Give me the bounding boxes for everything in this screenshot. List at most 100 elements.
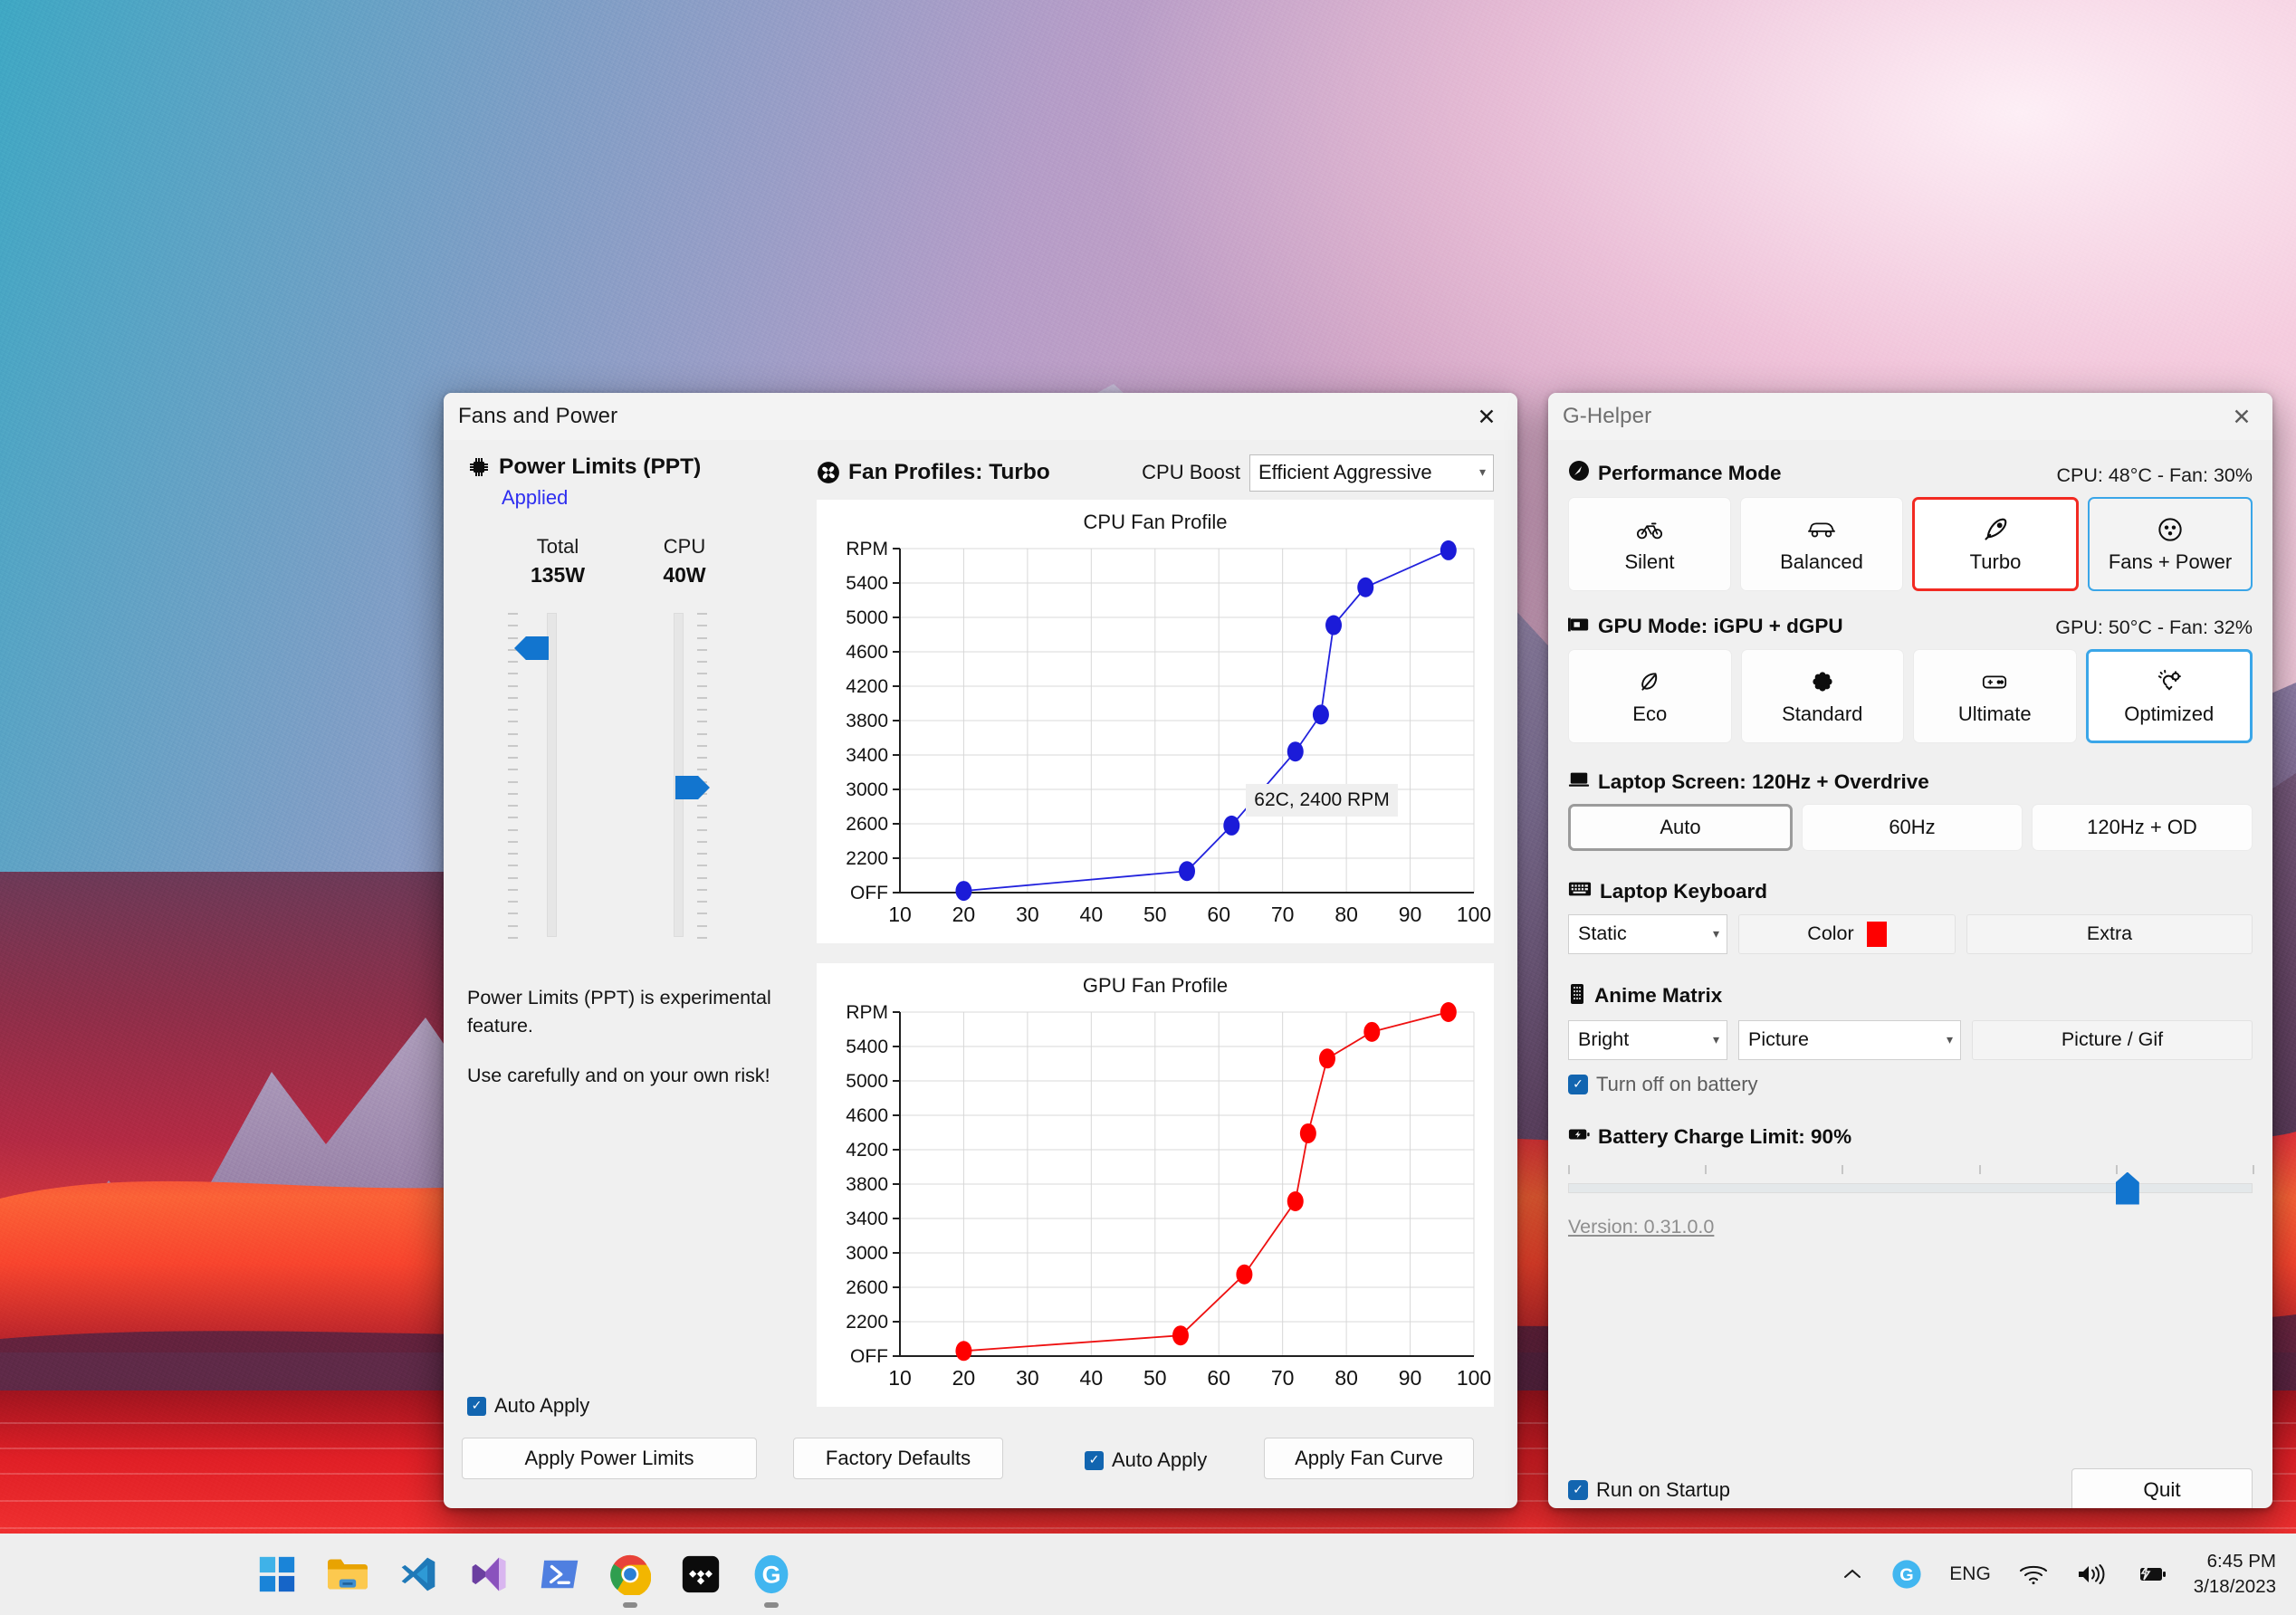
anime-picture-gif-button[interactable]: Picture / Gif bbox=[1972, 1019, 2253, 1060]
close-icon[interactable]: ✕ bbox=[2232, 403, 2252, 430]
gpu-chart-plot[interactable]: OFF 2200 2600 3000 3400 3800 4200 4600 5000 5400 R… bbox=[817, 996, 1494, 1407]
note-line-1: Power Limits (PPT) is experimental featu… bbox=[467, 987, 771, 1037]
svg-text:2600: 2600 bbox=[846, 814, 888, 835]
svg-text:3000: 3000 bbox=[846, 779, 888, 800]
gpu-stats: GPU: 50°C - Fan: 32% bbox=[2055, 616, 2253, 638]
gpu-fan-profile-chart[interactable]: GPU Fan Profile OFF 2200 2600 3000 3400 3800 4… bbox=[817, 963, 1494, 1407]
performance-mode-section: Performance Mode CPU: 48°C - Fan: 30% Si… bbox=[1568, 460, 2253, 591]
cpu-value: 40W bbox=[663, 563, 706, 587]
ghelper-titlebar[interactable]: G-Helper ✕ bbox=[1548, 393, 2272, 440]
close-icon[interactable]: ✕ bbox=[1477, 403, 1497, 430]
powershell-icon[interactable] bbox=[536, 1551, 583, 1598]
anime-brightness-select[interactable]: Bright ▾ bbox=[1568, 1019, 1727, 1060]
total-power-slider[interactable] bbox=[494, 607, 621, 942]
gamepad-icon bbox=[1981, 666, 2008, 697]
perf-tile-fans-power[interactable]: Fans + Power bbox=[2088, 497, 2253, 591]
ghelper-tray-icon[interactable]: G bbox=[1891, 1559, 1922, 1590]
laptop-screen-buttons: Auto 60Hz 120Hz + OD bbox=[1568, 803, 2253, 851]
battery-limit-section: Battery Charge Limit: 90% bbox=[1568, 1125, 2254, 1205]
cpu-chart-plot[interactable]: OFF 2200 2600 3000 3400 3800 4200 4600 5000 5400 R… bbox=[817, 532, 1494, 943]
perf-tile-balanced[interactable]: Balanced bbox=[1740, 497, 1903, 591]
taskbar[interactable]: G G ENG bbox=[0, 1534, 2296, 1615]
start-button[interactable] bbox=[254, 1551, 301, 1598]
keyboard-color-label: Color bbox=[1807, 922, 1854, 944]
battery-charging-icon[interactable] bbox=[2134, 1563, 2167, 1585]
fan-auto-apply-checkbox[interactable]: ✓ Auto Apply bbox=[1085, 1448, 1207, 1472]
factory-defaults-button[interactable]: Factory Defaults bbox=[793, 1438, 1003, 1479]
chart-tooltip: 62C, 2400 RPM bbox=[1246, 784, 1398, 817]
svg-text:3800: 3800 bbox=[846, 711, 888, 731]
battery-limit-slider-thumb[interactable] bbox=[2115, 1171, 2139, 1205]
version-link[interactable]: Version: 0.31.0.0 bbox=[1568, 1215, 1715, 1238]
chrome-icon[interactable] bbox=[607, 1551, 654, 1608]
total-power-slider-thumb[interactable] bbox=[514, 636, 549, 660]
keyboard-color-button[interactable]: Color bbox=[1738, 913, 1956, 954]
language-indicator[interactable]: ENG bbox=[1949, 1563, 1991, 1584]
volume-icon[interactable] bbox=[2076, 1562, 2107, 1586]
total-value: 135W bbox=[530, 563, 586, 587]
visual-studio-icon[interactable] bbox=[465, 1551, 512, 1598]
gpu-tile-optimized[interactable]: Optimized bbox=[2085, 648, 2253, 743]
power-limits-title: Power Limits (PPT) bbox=[499, 454, 702, 479]
slider-track[interactable] bbox=[674, 613, 684, 937]
gpu-tile-ultimate[interactable]: Ultimate bbox=[1913, 648, 2077, 743]
ghelper-title: G-Helper bbox=[1563, 404, 1652, 428]
fans-window-titlebar[interactable]: Fans and Power ✕ bbox=[444, 393, 1517, 440]
fan-profiles-title: Fan Profiles: Turbo bbox=[848, 460, 1050, 484]
vs-code-icon[interactable] bbox=[395, 1551, 442, 1598]
chart-svg: OFF 2200 2600 3000 3400 3800 4200 4600 5000 5400 R… bbox=[846, 539, 1491, 926]
gpu-tile-standard[interactable]: Standard bbox=[1740, 648, 1904, 743]
screen-btn-auto[interactable]: Auto bbox=[1568, 803, 1793, 851]
chevron-down-icon: ▾ bbox=[1946, 1032, 1953, 1047]
gpu-tile-label: Ultimate bbox=[1957, 702, 2032, 725]
perf-tile-silent[interactable]: Silent bbox=[1568, 497, 1731, 591]
svg-text:4600: 4600 bbox=[846, 642, 888, 663]
battery-limit-slider[interactable] bbox=[1568, 1164, 2254, 1205]
file-explorer-icon[interactable] bbox=[324, 1551, 371, 1598]
clock-time: 6:45 PM bbox=[2206, 1551, 2276, 1572]
gpu-mode-section: GPU Mode: iGPU + dGPU GPU: 50°C - Fan: 3… bbox=[1568, 615, 2253, 743]
ghelper-window[interactable]: G-Helper ✕ Performance Mode CPU: 48°C - … bbox=[1548, 393, 2272, 1508]
chevron-down-icon: ▾ bbox=[1478, 465, 1486, 480]
tidal-icon[interactable] bbox=[677, 1551, 724, 1598]
apply-power-limits-button[interactable]: Apply Power Limits bbox=[462, 1438, 757, 1479]
turn-off-on-battery-checkbox[interactable]: ✓ Turn off on battery bbox=[1568, 1073, 2253, 1096]
slider-track[interactable] bbox=[547, 613, 557, 937]
clock[interactable]: 6:45 PM 3/18/2023 bbox=[2194, 1549, 2276, 1599]
ghelper-taskbar-icon[interactable]: G bbox=[748, 1551, 795, 1608]
slider-ticks bbox=[697, 613, 708, 939]
laptop-keyboard-title: Laptop Keyboard bbox=[1600, 879, 1768, 903]
quit-button[interactable]: Quit bbox=[2071, 1468, 2253, 1508]
running-indicator bbox=[623, 1602, 637, 1608]
laptop-screen-section: Laptop Screen: 120Hz + Overdrive Auto 60… bbox=[1568, 770, 2253, 851]
svg-text:100: 100 bbox=[1457, 1366, 1491, 1390]
svg-text:40: 40 bbox=[1080, 1366, 1104, 1390]
wifi-icon[interactable] bbox=[2018, 1562, 2049, 1586]
gpu-tile-eco[interactable]: Eco bbox=[1568, 648, 1732, 743]
keyboard-extra-button[interactable]: Extra bbox=[1966, 913, 2253, 954]
perf-tile-turbo[interactable]: Turbo bbox=[1912, 497, 2079, 591]
screen-btn-60hz[interactable]: 60Hz bbox=[1802, 803, 2023, 851]
keyboard-mode-select[interactable]: Static ▾ bbox=[1568, 913, 1727, 954]
anime-source-value: Picture bbox=[1748, 1028, 1809, 1050]
cpu-fan-profile-chart[interactable]: CPU Fan Profile OFF 2200 2600 3000 3400 3800 4… bbox=[817, 500, 1494, 943]
cpu-boost-select[interactable]: Efficient Aggressive ▾ bbox=[1249, 454, 1494, 492]
leaf-icon bbox=[1638, 666, 1661, 697]
fans-and-power-window[interactable]: Fans and Power ✕ Power Li bbox=[444, 393, 1517, 1508]
anime-source-select[interactable]: Picture ▾ bbox=[1738, 1019, 1961, 1060]
running-indicator bbox=[764, 1602, 779, 1608]
run-on-startup-checkbox[interactable]: ✓ Run on Startup bbox=[1568, 1478, 1730, 1502]
slider-rail[interactable] bbox=[1568, 1182, 2253, 1193]
power-limits-panel: Power Limits (PPT) Applied Total 135W CP… bbox=[444, 440, 797, 1508]
screen-btn-120hz-od[interactable]: 120Hz + OD bbox=[2032, 803, 2253, 851]
power-auto-apply-checkbox[interactable]: ✓ Auto Apply bbox=[467, 1394, 589, 1418]
apply-fan-curve-button[interactable]: Apply Fan Curve bbox=[1264, 1438, 1474, 1479]
svg-text:60: 60 bbox=[1207, 1366, 1230, 1390]
power-limits-status: Applied bbox=[502, 486, 569, 509]
cpu-power-slider[interactable] bbox=[621, 607, 748, 942]
color-swatch[interactable] bbox=[1866, 921, 1887, 947]
cpu-label: CPU bbox=[663, 535, 706, 558]
chevron-up-icon[interactable] bbox=[1841, 1566, 1864, 1582]
cpu-stats: CPU: 48°C - Fan: 30% bbox=[2056, 464, 2253, 486]
gpu-mode-title: GPU Mode: iGPU + dGPU bbox=[1598, 615, 1843, 637]
